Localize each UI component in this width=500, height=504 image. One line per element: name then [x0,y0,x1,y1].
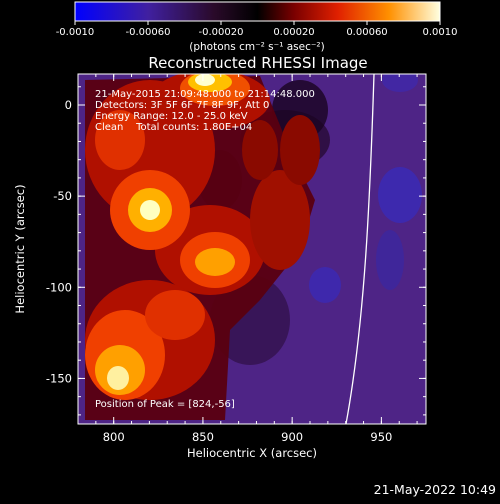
x-tick-label: 850 [192,430,214,444]
colorbar-tick-label: -0.00020 [199,27,244,38]
colorbar-tick-label: 0.0010 [423,27,458,38]
colorbar-tick-label: -0.00060 [126,27,171,38]
colorbar-ticks: -0.0010 -0.00060 -0.00020 0.00020 0.00060 0.0… [56,21,458,38]
colorbar-gradient [74,1,441,22]
y-axis-label: Heliocentric Y (arcsec) [13,184,27,313]
solar-limb [345,74,375,424]
plot-title: Reconstructed RHESSI Image [148,54,367,72]
x-axis-label: Heliocentric X (arcsec) [187,446,317,460]
colorbar-unit-label: (photons cm⁻² s⁻¹ asec⁻²) [189,41,324,53]
y-axis-ticks: 0 -50 -100 -150 [46,86,426,416]
x-axis-ticks: 800 850 900 950 [95,74,418,444]
colorbar: -0.0010 -0.00060 -0.00020 0.00020 0.00060 0.0… [56,1,458,53]
plot-frame [77,73,427,425]
info-time-range: 21-May-2015 21:09:48.000 to 21:14:48.000 [95,89,315,100]
colorbar-tick-label: -0.0010 [56,27,95,38]
x-tick-label: 800 [103,430,125,444]
info-energy-range: Energy Range: 12.0 - 25.0 keV [95,111,248,122]
footer-timestamp: 21-May-2022 10:49 [374,482,496,497]
x-tick-label: 950 [370,430,392,444]
y-tick-label: -100 [46,280,72,294]
info-clean-counts: Clean Total counts: 1.80E+04 [95,122,252,133]
colorbar-tick-label: 0.00020 [273,27,314,38]
y-tick-label: -150 [46,371,72,385]
x-tick-label: 900 [281,430,303,444]
y-tick-label: 0 [65,98,72,112]
y-tick-label: -50 [53,189,72,203]
colorbar-tick-label: 0.00060 [346,27,387,38]
peak-position-label: Position of Peak = [824,-56] [95,399,235,410]
observation-info: 21-May-2015 21:09:48.000 to 21:14:48.000… [95,89,315,133]
reconstructed-image [78,74,426,424]
info-detectors: Detectors: 3F 5F 6F 7F 8F 9F, Att 0 [95,100,269,111]
